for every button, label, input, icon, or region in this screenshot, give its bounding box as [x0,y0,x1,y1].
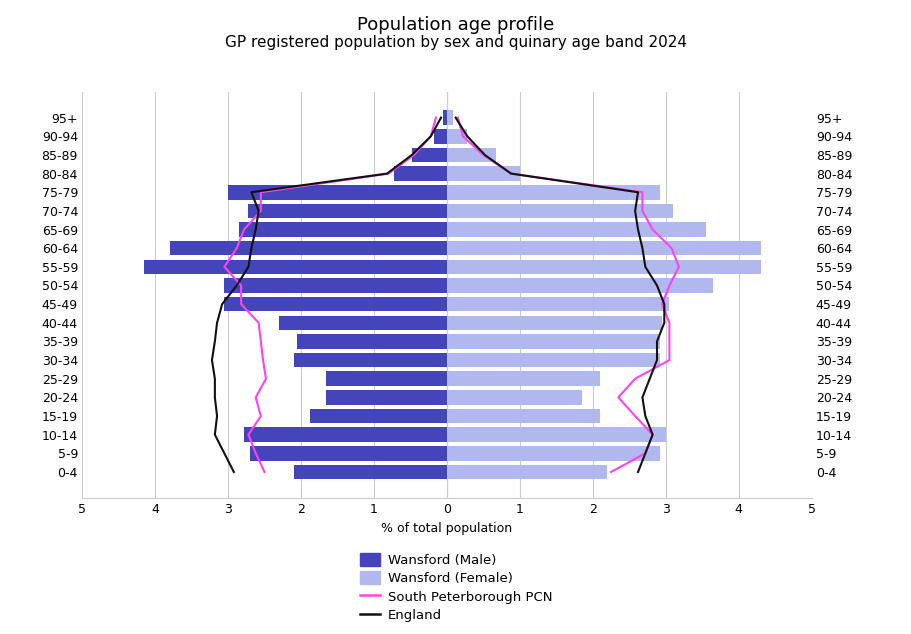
Bar [446,297,669,311]
X-axis label: % of total population: % of total population [381,522,512,536]
Bar [446,148,496,162]
Bar [446,372,599,386]
Bar [293,353,446,367]
Bar [224,297,446,311]
Bar [412,148,446,162]
Bar [446,204,672,218]
Bar [293,465,446,479]
Bar [446,390,581,404]
Bar [250,446,446,460]
Bar [446,129,466,143]
Bar [446,446,660,460]
Bar [248,204,446,218]
Bar [279,316,446,330]
Bar [144,259,446,274]
Bar [446,427,665,442]
Bar [446,334,660,349]
Bar [446,465,607,479]
Bar [446,409,599,424]
Bar [446,353,660,367]
Bar [326,372,446,386]
Text: GP registered population by sex and quinary age band 2024: GP registered population by sex and quin… [225,35,686,50]
Bar [446,278,712,293]
Bar [228,185,446,200]
Bar [224,278,446,293]
Bar [297,334,446,349]
Bar [239,223,446,237]
Bar [326,390,446,404]
Legend: Wansford (Male), Wansford (Female), South Peterborough PCN, England: Wansford (Male), Wansford (Female), Sout… [354,548,557,628]
Bar [394,166,446,181]
Bar [446,110,452,125]
Bar [446,223,705,237]
Bar [446,259,760,274]
Bar [434,129,446,143]
Bar [446,241,760,256]
Bar [446,166,519,181]
Text: Population age profile: Population age profile [357,16,554,34]
Bar [244,427,446,442]
Bar [446,185,660,200]
Bar [446,316,661,330]
Bar [169,241,446,256]
Bar [310,409,446,424]
Bar [443,110,446,125]
